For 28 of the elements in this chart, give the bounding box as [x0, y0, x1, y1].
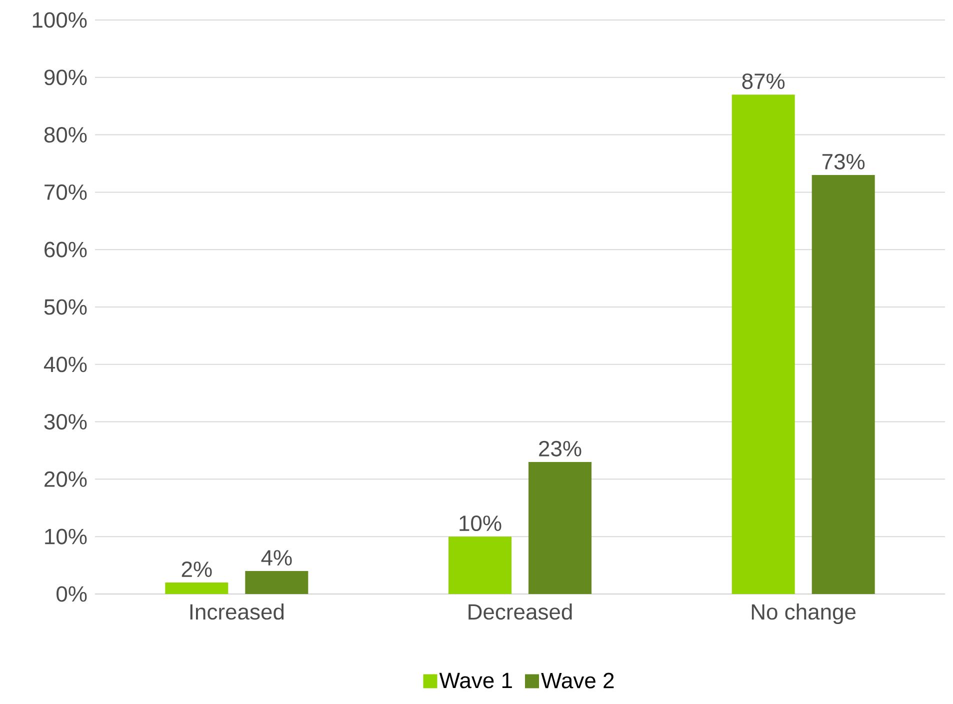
y-tick-label: 70% — [44, 184, 87, 200]
bar — [245, 571, 308, 594]
bar — [812, 174, 875, 594]
data-label: 23% — [539, 440, 582, 456]
data-label: 87% — [742, 73, 785, 90]
y-tick-label: 40% — [44, 356, 87, 372]
x-tick-label: No change — [752, 604, 856, 624]
y-tick-label: 90% — [44, 70, 87, 86]
y-tick-label: 50% — [44, 299, 87, 315]
x-tick-label: Decreased — [468, 604, 572, 620]
y-tick-label: 0% — [56, 586, 87, 602]
y-tick-label: 80% — [44, 126, 87, 143]
y-tick-label: 60% — [44, 242, 87, 258]
legend-label: Wave 2 — [541, 672, 614, 688]
bar — [528, 462, 592, 594]
data-label: 2% — [182, 561, 212, 577]
y-tick-label: 10% — [45, 528, 87, 544]
bar — [448, 536, 512, 594]
x-tick-label: Increased — [190, 604, 284, 620]
data-label: 10% — [460, 515, 502, 532]
y-tick-label: 20% — [44, 471, 87, 487]
legend-label: Wave 1 — [439, 672, 512, 688]
bar — [165, 582, 228, 594]
data-label: 73% — [822, 154, 865, 170]
y-tick-label: 100% — [32, 12, 87, 28]
y-tick-label: 30% — [44, 414, 87, 430]
data-label: 4% — [261, 550, 292, 566]
bar — [732, 94, 795, 594]
